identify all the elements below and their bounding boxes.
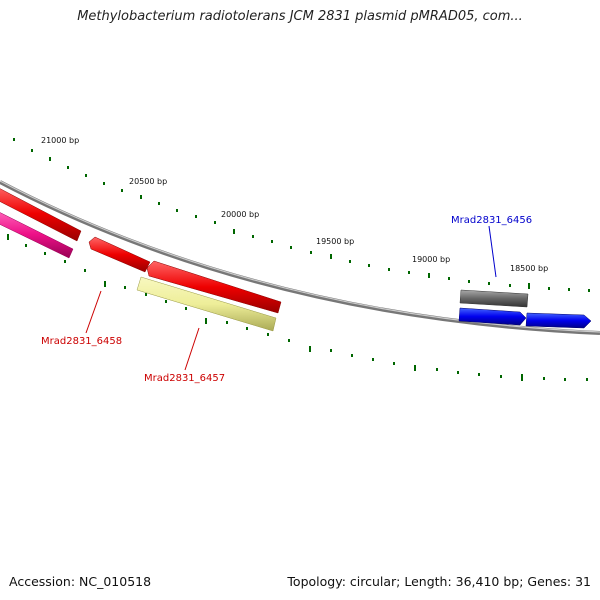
scale-label-19000: 19000 bp xyxy=(412,255,450,264)
leader-line-6456 xyxy=(488,225,497,278)
gene-arrow-mrad2831-6456[interactable] xyxy=(458,307,527,326)
leader-line-6457 xyxy=(184,327,200,371)
accession-info: Accession: NC_010518 xyxy=(9,574,152,589)
map-title: Methylobacterium radiotolerans JCM 2831 … xyxy=(77,9,523,24)
inner-ticks xyxy=(7,234,588,381)
scale-label-19500: 19500 bp xyxy=(316,237,354,246)
gene-label-mrad2831-6458[interactable]: Mrad2831_6458 xyxy=(41,336,122,347)
plasmid-backbone xyxy=(0,180,600,335)
feature-pink[interactable] xyxy=(0,210,74,259)
leader-line-6458 xyxy=(85,290,102,334)
plasmid-backbone-highlight xyxy=(0,180,600,333)
gene-arrow-mrad2831-6457[interactable] xyxy=(146,260,282,314)
gene-label-mrad2831-6456[interactable]: Mrad2831_6456 xyxy=(451,215,532,226)
feature-grey[interactable] xyxy=(459,289,529,308)
scale-label-20500: 20500 bp xyxy=(129,177,167,186)
gene-arrow-downstream-blue[interactable] xyxy=(525,312,592,329)
gene-label-mrad2831-6457[interactable]: Mrad2831_6457 xyxy=(144,373,225,384)
scale-label-21000: 21000 bp xyxy=(41,136,79,145)
outer-ticks xyxy=(13,138,590,292)
scale-label-20000: 20000 bp xyxy=(221,210,259,219)
feature-yellow[interactable] xyxy=(136,276,277,332)
scale-label-18500: 18500 bp xyxy=(510,264,548,273)
gene-arrow-mrad2831-6458[interactable] xyxy=(88,236,151,273)
gene-arrow-upstream-red[interactable] xyxy=(0,186,82,242)
topology-info: Topology: circular; Length: 36,410 bp; G… xyxy=(287,574,591,589)
